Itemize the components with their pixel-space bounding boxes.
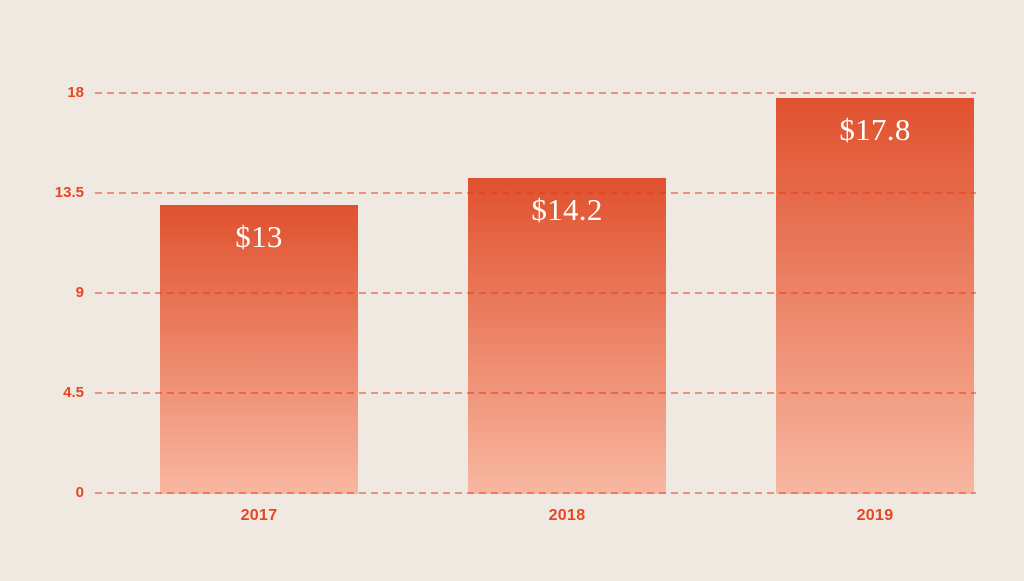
x-axis-tick-label-2018: 2018 — [548, 507, 586, 524]
bar-2017: $13 — [160, 205, 358, 494]
gridline-y-4.5 — [95, 392, 976, 394]
bar-value-label: $13 — [235, 219, 283, 254]
y-axis-tick-label-13.5: 13.5 — [54, 184, 84, 201]
x-axis-tick-label-2019: 2019 — [856, 507, 894, 524]
y-axis-tick-label-9: 9 — [75, 284, 84, 301]
x-axis-tick-label-2017: 2017 — [240, 507, 278, 524]
gridline-y-18 — [95, 92, 976, 94]
gridline-y-9 — [95, 292, 976, 294]
bar-value-label: $17.8 — [839, 112, 911, 147]
gridline-y-13.5 — [95, 192, 976, 194]
gridline-y-0 — [95, 492, 976, 494]
bar-2018: $14.2 — [468, 178, 666, 494]
y-axis-tick-label-18: 18 — [67, 84, 84, 101]
bar-value-label: $14.2 — [531, 192, 603, 227]
y-axis-tick-label-4.5: 4.5 — [63, 384, 84, 401]
y-axis-tick-label-0: 0 — [75, 484, 84, 501]
bar-2019: $17.8 — [776, 98, 974, 494]
